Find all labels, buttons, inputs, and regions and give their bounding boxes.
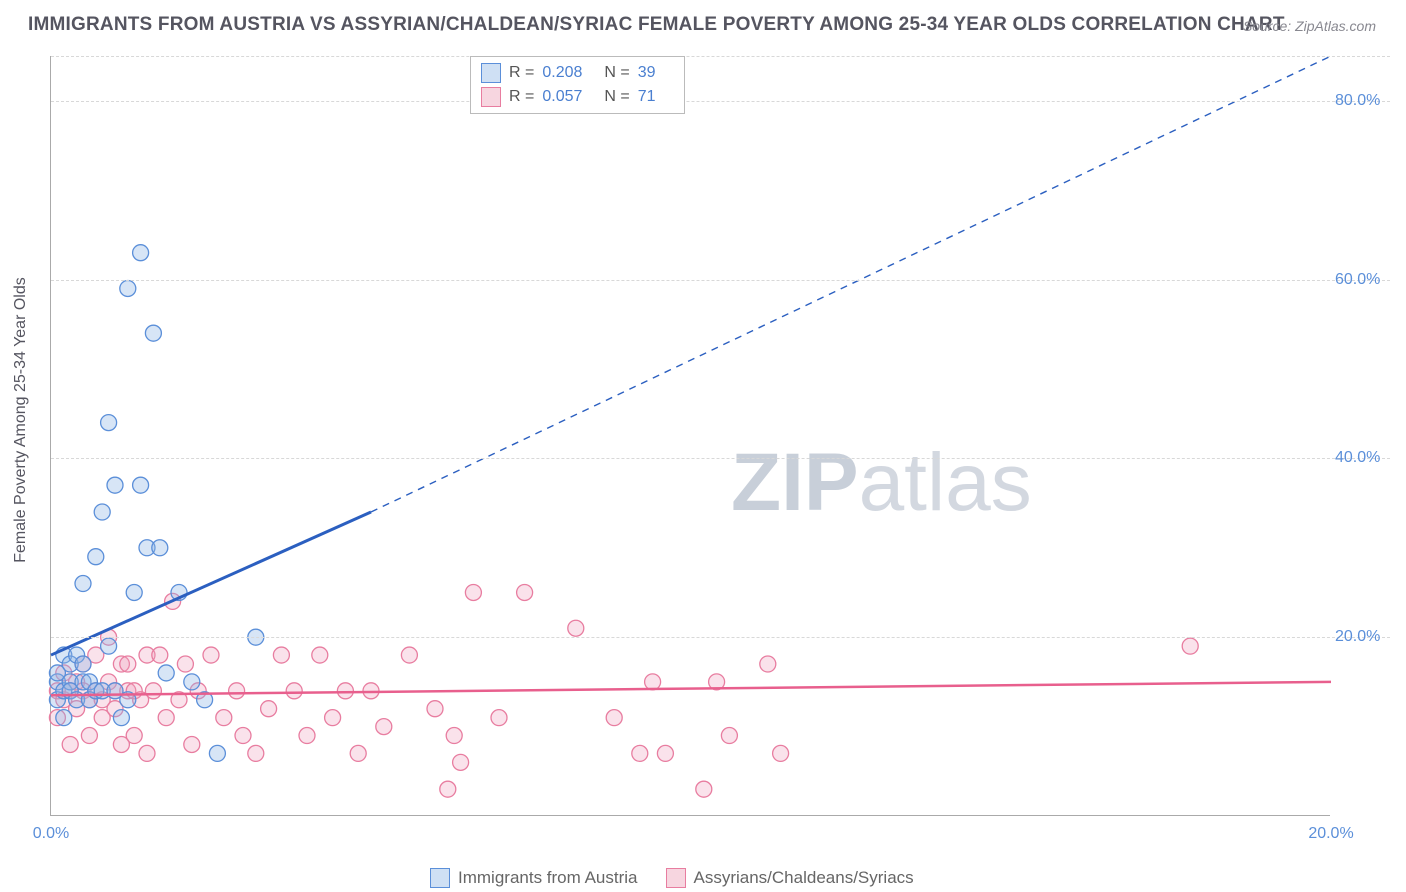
watermark-light: atlas [859, 437, 1032, 528]
gridline-h [51, 280, 1390, 281]
r-value-assyrian: 0.057 [542, 88, 582, 106]
swatch-blue-icon [430, 868, 450, 888]
r-value-austria: 0.208 [542, 64, 582, 82]
n-value-assyrian: 71 [638, 88, 656, 106]
n-value-austria: 39 [638, 64, 656, 82]
legend-label-austria: Immigrants from Austria [458, 868, 638, 888]
x-tick-label: 20.0% [1308, 825, 1353, 843]
swatch-blue-icon [481, 63, 501, 83]
chart-svg [51, 56, 351, 206]
gridline-h [51, 56, 1390, 57]
gridline-h [51, 458, 1390, 459]
swatch-pink-icon [666, 868, 686, 888]
y-tick-label: 60.0% [1335, 271, 1405, 289]
y-tick-label: 80.0% [1335, 92, 1405, 110]
source-attribution: Source: ZipAtlas.com [1243, 18, 1376, 34]
legend-item-austria: Immigrants from Austria [430, 868, 638, 888]
y-axis-label: Female Poverty Among 25-34 Year Olds [12, 277, 30, 563]
swatch-pink-icon [481, 87, 501, 107]
r-label: R = [509, 64, 534, 82]
watermark-bold: ZIP [731, 437, 859, 528]
correlation-stats-box: R = 0.208 N = 39 R = 0.057 N = 71 [470, 56, 685, 114]
y-tick-label: 40.0% [1335, 449, 1405, 467]
legend-label-assyrian: Assyrians/Chaldeans/Syriacs [694, 868, 914, 888]
gridline-h [51, 637, 1390, 638]
stats-row-assyrian: R = 0.057 N = 71 [481, 85, 670, 109]
y-tick-label: 20.0% [1335, 628, 1405, 646]
plot-area: ZIPatlas 20.0%40.0%60.0%80.0%0.0%20.0% [50, 56, 1330, 816]
x-tick-label: 0.0% [33, 825, 69, 843]
watermark: ZIPatlas [731, 436, 1032, 530]
n-label: N = [604, 88, 629, 106]
gridline-h [51, 101, 1390, 102]
stats-row-austria: R = 0.208 N = 39 [481, 61, 670, 85]
legend-item-assyrian: Assyrians/Chaldeans/Syriacs [666, 868, 914, 888]
n-label: N = [604, 64, 629, 82]
series-legend: Immigrants from Austria Assyrians/Chalde… [430, 868, 914, 888]
chart-title: IMMIGRANTS FROM AUSTRIA VS ASSYRIAN/CHAL… [28, 14, 1285, 36]
r-label: R = [509, 88, 534, 106]
